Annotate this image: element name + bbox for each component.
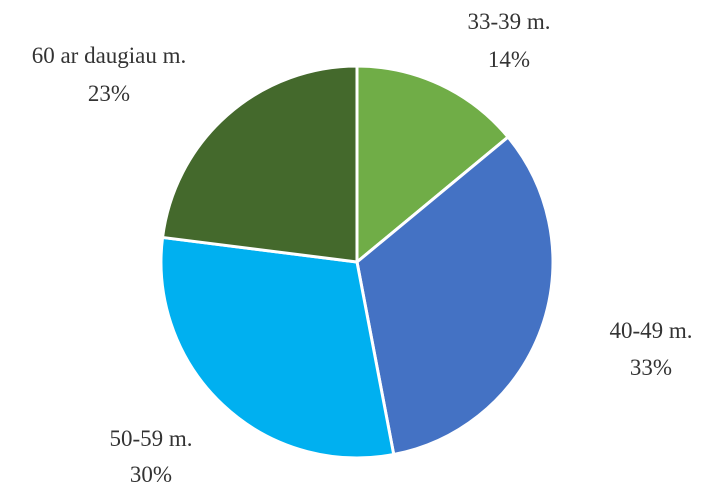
slice-label-33-39: 33-39 m.: [467, 9, 550, 34]
pie-slice-60-ar-daugiau-m: [161, 64, 359, 264]
slice-label-40-49: 40-49 m.: [609, 318, 692, 343]
slice-label-50-59: 50-59 m.: [109, 426, 192, 451]
slice-value-33-39: 14%: [488, 47, 530, 72]
pie-labels: 33-39 m. 14% 40-49 m. 33% 50-59 m. 30% 6…: [32, 9, 693, 486]
pie-slice-40-49-m: [355, 135, 555, 457]
slice-value-60-plus: 23%: [88, 81, 130, 106]
slice-label-60-plus: 60 ar daugiau m.: [32, 43, 187, 68]
pie-slices: [159, 64, 555, 460]
slice-value-40-49: 33%: [630, 355, 672, 380]
slice-value-50-59: 30%: [130, 462, 172, 486]
pie-slice-50-59-m: [159, 235, 396, 460]
pie-slice-33-39-m: [355, 64, 510, 264]
